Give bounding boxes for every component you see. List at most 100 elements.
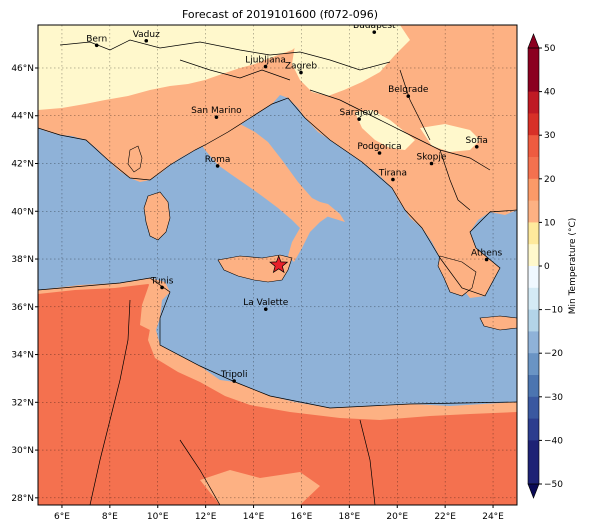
city-label: Athens bbox=[471, 249, 502, 259]
colorbar-tick-label: 10 bbox=[544, 218, 556, 228]
colorbar-band bbox=[528, 222, 539, 245]
hungary-cool-zone bbox=[292, 25, 410, 96]
city-label: Sarajevo bbox=[340, 108, 380, 118]
colorbar-band bbox=[528, 91, 539, 114]
colorbar-band bbox=[528, 200, 539, 223]
lon-tick-label: 16°E bbox=[291, 512, 313, 522]
lon-tick-label: 12°E bbox=[195, 512, 217, 522]
sardinia-island bbox=[143, 191, 171, 241]
lat-tick-label: 32°N bbox=[11, 398, 34, 408]
city-dot bbox=[372, 30, 377, 34]
city-label: Zagreb bbox=[285, 62, 317, 72]
colorbar-tick-label: −10 bbox=[544, 306, 563, 316]
city-dot bbox=[474, 144, 479, 149]
city-dot bbox=[484, 257, 489, 262]
colorbar-band bbox=[528, 396, 539, 419]
colorbar-tick-label: −20 bbox=[544, 349, 563, 359]
colorbar-band bbox=[528, 48, 539, 92]
city-label: La Valette bbox=[243, 298, 288, 308]
lon-tick-label: 10°E bbox=[147, 512, 169, 522]
lat-tick-label: 28°N bbox=[11, 494, 34, 504]
colorbar-tick-label: 0 bbox=[544, 262, 550, 272]
city-dot bbox=[429, 161, 434, 166]
colorbar-band bbox=[528, 331, 539, 354]
city-label: Budapest bbox=[353, 21, 396, 31]
city-dot bbox=[94, 43, 99, 48]
lon-tick-label: 24°E bbox=[482, 512, 504, 522]
colorbar-band bbox=[528, 353, 539, 376]
city-label: Podgorica bbox=[357, 142, 401, 152]
colorbar-band bbox=[528, 113, 539, 136]
colorbar: 50 40 30 20 10 0 −10 −20 −30 −40 −50 bbox=[527, 33, 563, 499]
lat-tick-label: 40°N bbox=[11, 207, 34, 217]
city-dot bbox=[263, 307, 268, 311]
colorbar-tick-label: −50 bbox=[544, 480, 563, 490]
alps-cool-zone bbox=[38, 25, 305, 110]
colorbar-band bbox=[528, 375, 539, 398]
lon-tick-label: 14°E bbox=[243, 512, 265, 522]
city-dot bbox=[299, 70, 303, 75]
city-dot bbox=[232, 379, 236, 383]
map-frame bbox=[37, 24, 518, 506]
colorbar-band bbox=[528, 244, 539, 267]
lat-tick-label: 36°N bbox=[11, 303, 34, 313]
city-dot bbox=[391, 177, 395, 182]
balkan-cool-zone bbox=[355, 110, 415, 150]
crete-island bbox=[479, 315, 517, 331]
colorbar-min-arrow bbox=[527, 483, 540, 499]
italy-peninsula bbox=[190, 102, 330, 262]
lon-tick-label: 22°E bbox=[434, 512, 456, 522]
lat-tick-label: 30°N bbox=[11, 446, 34, 456]
heel-of-italy bbox=[312, 200, 345, 222]
city-dot bbox=[406, 94, 411, 98]
lat-tick-label: 38°N bbox=[11, 255, 34, 265]
city-label: Tunis bbox=[150, 276, 174, 286]
colorbar-band bbox=[528, 287, 539, 310]
tunisia-coast-patch bbox=[140, 282, 170, 330]
city-label: Bern bbox=[86, 34, 107, 44]
corsica-island bbox=[127, 145, 143, 173]
lat-tick-label: 42°N bbox=[11, 160, 34, 170]
city-label: Roma bbox=[205, 155, 231, 165]
city-dot bbox=[160, 285, 164, 290]
colorbar-band bbox=[528, 266, 539, 289]
city-dot bbox=[263, 64, 268, 69]
city-dot bbox=[215, 164, 220, 168]
city-dot bbox=[377, 151, 382, 155]
longitude-axis: 6°E 8°E 10°E 12°E 14°E 16°E 18°E 20°E 22°E 24°E bbox=[54, 505, 504, 522]
lon-tick-label: 8°E bbox=[102, 512, 118, 522]
city-label: Tirana bbox=[378, 169, 407, 179]
lat-tick-label: 46°N bbox=[11, 64, 34, 74]
colorbar-band bbox=[528, 309, 539, 332]
colorbar-band bbox=[528, 135, 539, 158]
colorbar-tick-label: −40 bbox=[544, 436, 563, 446]
graticule bbox=[38, 25, 517, 505]
city-label: Sofia bbox=[466, 136, 488, 146]
sahara-cool-patch bbox=[200, 470, 320, 505]
city-label: Belgrade bbox=[388, 85, 429, 95]
city-label: Tripoli bbox=[220, 370, 248, 380]
map-title: Forecast of 2019101600 (f072-096) bbox=[182, 8, 378, 21]
lon-tick-label: 20°E bbox=[386, 512, 408, 522]
city-dot bbox=[144, 38, 149, 43]
lon-tick-label: 18°E bbox=[339, 512, 361, 522]
borders-layer bbox=[38, 39, 517, 505]
lat-tick-label: 34°N bbox=[11, 351, 34, 361]
city-label: Ljubljana bbox=[245, 56, 286, 66]
colorbar-tick-label: 40 bbox=[544, 88, 556, 98]
bulgaria-cool-zone bbox=[420, 124, 480, 152]
city-label: San Marino bbox=[191, 106, 242, 116]
colorbar-tick-label: 20 bbox=[544, 175, 556, 185]
colorbar-max-arrow bbox=[527, 33, 540, 49]
lon-tick-label: 6°E bbox=[54, 512, 70, 522]
colorbar-band bbox=[528, 440, 539, 485]
city-label: Skopje bbox=[417, 153, 447, 163]
colorbar-band bbox=[528, 418, 539, 441]
colorbar-tick-label: −30 bbox=[544, 393, 563, 403]
city-label: Vaduz bbox=[133, 30, 160, 40]
colorbar-tick-label: 50 bbox=[544, 44, 556, 54]
star-marker-icon bbox=[269, 254, 289, 274]
